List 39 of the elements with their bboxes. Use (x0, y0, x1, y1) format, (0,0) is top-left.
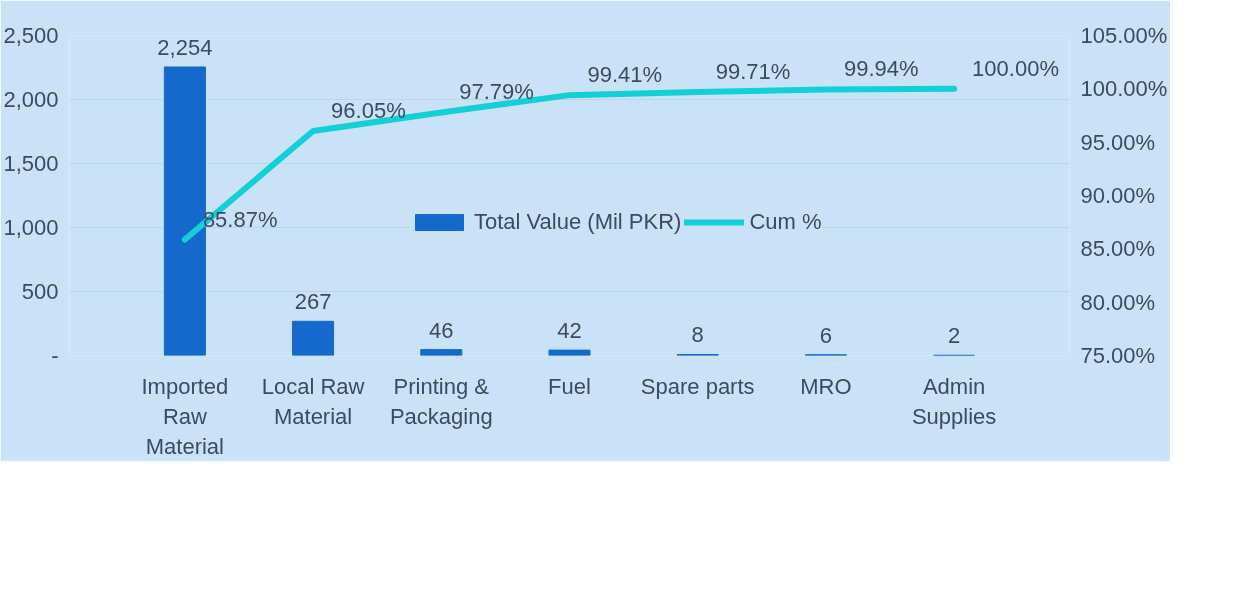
y2-tick-label: 95.00% (1080, 129, 1156, 155)
y2-tick-label: 85.00% (1080, 236, 1156, 262)
x-tick-label: Imported Raw Material (141, 373, 229, 459)
y-tick-label: 2,000 (3, 87, 59, 112)
y2-tick-label: 105.00% (1080, 23, 1168, 48)
bar (163, 66, 206, 356)
y2-tick-label: 100.00% (1080, 76, 1168, 102)
data-label: 99.41% (587, 62, 663, 88)
y2-tick-label: 90.00% (1080, 183, 1156, 208)
y-tick-label: 1,500 (3, 151, 59, 176)
data-label: 2 (948, 323, 961, 349)
data-label: 99.94% (843, 56, 919, 82)
bar (548, 349, 591, 356)
legend-label: Total Value (Mil PKR) (474, 209, 682, 235)
y-tick-label: - (51, 343, 59, 368)
legend-label: Cum % (749, 209, 822, 235)
data-label: 2,254 (157, 34, 213, 60)
y2-tick-label: 75.00% (1080, 343, 1156, 368)
data-label: 99.71% (715, 58, 791, 84)
y2-tick-label: 80.00% (1080, 289, 1156, 315)
bar (292, 320, 335, 356)
x-tick-label: Fuel (548, 373, 591, 399)
data-label: 97.79% (459, 79, 534, 105)
y-tick-label: 500 (21, 279, 59, 304)
data-label: 267 (294, 289, 332, 315)
x-tick-label: MRO (800, 373, 852, 399)
x-tick-label: Local Raw Material (261, 373, 365, 429)
data-label: 46 (429, 317, 454, 343)
data-label: 42 (557, 318, 582, 344)
data-label: 100.00% (972, 55, 1059, 81)
data-label: 96.05% (331, 97, 406, 123)
x-tick-label: Spare parts (640, 373, 755, 399)
bar (420, 349, 463, 356)
data-label: 8 (691, 322, 704, 348)
x-tick-label: Admin Supplies (911, 373, 997, 429)
y-tick-label: 1,000 (3, 215, 59, 240)
data-label: 6 (819, 322, 833, 348)
x-tick-label: Printing & Packaging (389, 373, 493, 429)
y-tick-label: 2,500 (3, 23, 59, 48)
